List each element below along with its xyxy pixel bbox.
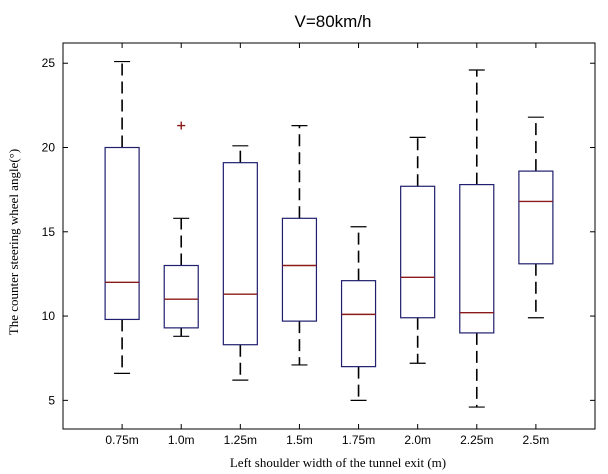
chart-title: V=80km/h (294, 12, 371, 31)
x-tick-label: 1.5m (286, 433, 313, 447)
x-tick-label: 1.75m (342, 433, 375, 447)
interquartile-box (459, 183, 495, 334)
x-tick-label: 2.25m (460, 433, 493, 447)
plot-frame (62, 42, 596, 430)
y-tick-label: 15 (42, 225, 56, 239)
y-tick-label: 5 (48, 393, 55, 407)
interquartile-box (400, 185, 436, 319)
y-tick-label: 25 (42, 56, 56, 70)
interquartile-box (104, 146, 140, 321)
boxes (104, 60, 554, 408)
y-axis-label: The counter steering wheel angle(°) (6, 149, 21, 335)
x-axis-label: Left shoulder width of the tunnel exit (… (230, 455, 446, 470)
box-2.0m (400, 136, 436, 364)
plot-area-border (62, 42, 596, 430)
x-axis: 0.75m 1.0m 1.25m 1.5m 1.75m 2.0m 2.25m 2.5m (105, 43, 549, 447)
y-tick-label: 20 (42, 141, 56, 155)
box-1.5m (281, 124, 318, 366)
box-2.5m (518, 116, 554, 319)
outlier-marker (177, 121, 186, 130)
interquartile-box (281, 217, 318, 322)
box-0.75m (104, 60, 140, 374)
y-axis: 5 10 15 20 25 (42, 56, 595, 407)
interquartile-box (163, 264, 199, 329)
box-1.0m (163, 121, 199, 337)
interquartile-box (222, 162, 258, 346)
box-2.25m (459, 69, 495, 408)
box-1.75m (340, 226, 377, 401)
y-tick-label: 10 (42, 309, 56, 323)
box-1.25m (222, 145, 258, 381)
x-tick-label: 0.75m (105, 433, 138, 447)
x-tick-label: 2.5m (523, 433, 550, 447)
interquartile-box (340, 280, 377, 368)
interquartile-box (518, 170, 554, 265)
x-tick-label: 1.0m (168, 433, 195, 447)
x-tick-label: 1.25m (224, 433, 257, 447)
x-tick-label: 2.0m (404, 433, 431, 447)
